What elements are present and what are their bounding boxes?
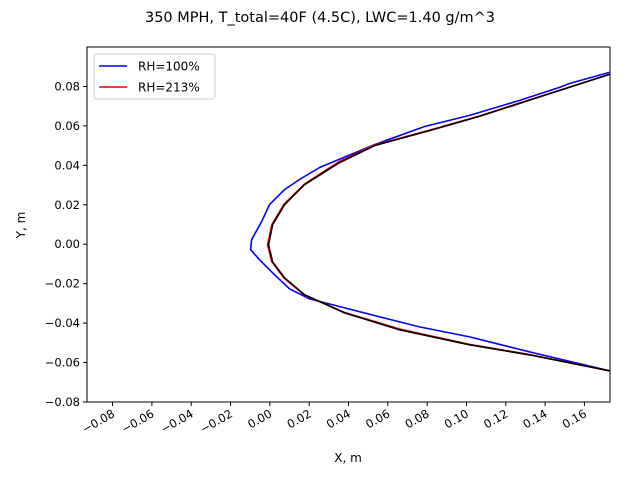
series-line-rh-100- bbox=[249, 71, 610, 372]
x-tick-label: 0.04 bbox=[324, 406, 353, 431]
x-tick-label: 0.08 bbox=[402, 406, 431, 431]
x-tick-label: 0.16 bbox=[560, 406, 589, 431]
y-tick-label: 0.02 bbox=[54, 198, 80, 212]
legend-label: RH=100% bbox=[138, 60, 200, 74]
y-axis-label: Y, m bbox=[14, 212, 28, 240]
x-tick-label: −0.02 bbox=[198, 406, 236, 436]
y-ticks: −0.08 −0.06 −0.04 −0.02 0.00 0.02 0.04 0.06 0.08 bbox=[45, 79, 87, 409]
x-axis-label: X, m bbox=[334, 451, 362, 465]
y-tick-label: −0.04 bbox=[45, 316, 80, 330]
x-tick-label: 0.00 bbox=[245, 406, 274, 431]
chart-title: 350 MPH, T_total=40F (4.5C), LWC=1.40 g/… bbox=[145, 10, 495, 26]
x-tick-label: −0.04 bbox=[158, 406, 196, 436]
x-tick-label: 0.02 bbox=[284, 406, 313, 431]
x-ticks: −0.08 −0.06 −0.04 −0.02 0.00 0.02 0.04 0.06 0.08… bbox=[80, 402, 589, 436]
x-tick-label: 0.14 bbox=[520, 406, 549, 431]
y-tick-label: 0.06 bbox=[54, 119, 80, 133]
series-line-rh-213- bbox=[266, 73, 610, 372]
legend: RH=100% RH=213% bbox=[93, 53, 216, 100]
x-tick-label: −0.06 bbox=[119, 406, 157, 436]
y-tick-label: −0.06 bbox=[45, 356, 80, 370]
y-tick-label: −0.08 bbox=[45, 395, 80, 409]
x-tick-label: 0.10 bbox=[442, 406, 471, 431]
y-tick-label: 0.00 bbox=[54, 237, 80, 251]
x-tick-label: −0.08 bbox=[80, 406, 118, 436]
y-tick-label: 0.08 bbox=[54, 79, 80, 93]
y-tick-label: −0.02 bbox=[45, 277, 80, 291]
legend-label: RH=213% bbox=[138, 81, 200, 95]
y-tick-label: 0.04 bbox=[54, 158, 80, 172]
x-tick-label: 0.06 bbox=[363, 406, 392, 431]
plot-lines bbox=[249, 71, 610, 372]
series-line-series-2 bbox=[267, 73, 610, 372]
x-tick-label: 0.12 bbox=[481, 406, 510, 431]
